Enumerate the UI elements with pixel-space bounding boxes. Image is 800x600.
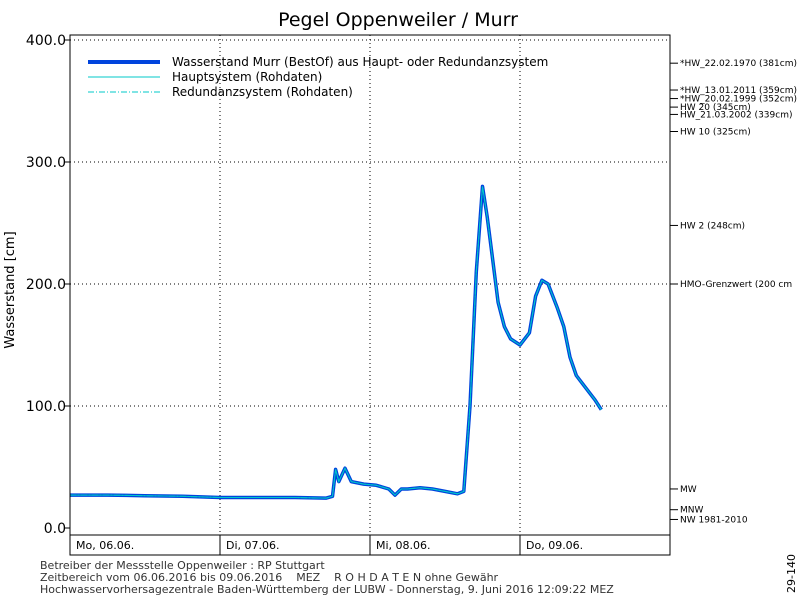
footer-operator: Betreiber der Messstelle Oppenweiler : R… xyxy=(40,559,325,572)
legend-label-bestof: Wasserstand Murr (BestOf) aus Haupt- ode… xyxy=(172,55,548,69)
x-axis-days: Mo, 06.06. Di, 07.06. Mi, 08.06. Do, 09.06. xyxy=(76,535,583,555)
ref-level-label-5: HW 10 (325cm) xyxy=(680,128,751,138)
ref-level-label-0: *HW_22.02.1970 (381cm) xyxy=(680,59,797,69)
y-axis-ticks: 0.0 100.0 200.0 300.0 400.0 xyxy=(26,33,70,537)
y-tick-label-0: 0.0 xyxy=(44,521,66,537)
y-tick-label-1: 100.0 xyxy=(26,399,66,415)
series-line-redundanzsystem xyxy=(70,186,602,499)
ref-level-label-6: HW 2 (248cm) xyxy=(680,221,745,231)
day-strip-frame xyxy=(69,534,671,556)
chart-title: Pegel Oppenweiler / Murr xyxy=(278,9,518,31)
day-label-1: Di, 07.06. xyxy=(226,539,280,552)
series-lines xyxy=(70,184,603,500)
ref-level-label-1: *HW_13.01.2011 (359cm) xyxy=(680,86,797,96)
day-label-3: Do, 09.06. xyxy=(526,539,583,552)
footer-agency: Hochwasservorhersagezentrale Baden-Württ… xyxy=(40,583,614,596)
ref-level-label-9: MNW xyxy=(680,506,703,516)
y-tick-label-2: 200.0 xyxy=(26,277,66,293)
day-label-0: Mo, 06.06. xyxy=(76,539,134,552)
ref-level-label-7: HMO-Grenzwert (200 cm xyxy=(680,280,792,290)
grid-lines xyxy=(70,35,670,535)
reference-levels: *HW_22.02.1970 (381cm) *HW_13.01.2011 (35… xyxy=(670,59,797,525)
document-id: 29-140 xyxy=(785,554,798,593)
day-label-2: Mi, 08.06. xyxy=(376,539,431,552)
y-tick-label-3: 300.0 xyxy=(26,155,66,171)
ref-level-label-4: HW_21.03.2002 (339cm) xyxy=(680,110,792,120)
y-tick-label-4: 400.0 xyxy=(26,33,66,49)
y-axis-title: Wasserstand [cm] xyxy=(3,231,18,348)
ref-level-label-8: MW xyxy=(680,485,697,495)
ref-level-label-3: HW 20 (345cm) xyxy=(680,103,751,113)
ref-level-label-2: *HW_20.02.1999 (352cm) xyxy=(680,95,797,105)
legend-label-redundanzsystem: Redundanzsystem (Rohdaten) xyxy=(172,85,353,99)
legend-label-hauptsystem: Hauptsystem (Rohdaten) xyxy=(172,70,322,84)
footer-timerange: Zeitbereich vom 06.06.2016 bis 09.06.201… xyxy=(40,571,499,584)
legend: Wasserstand Murr (BestOf) aus Haupt- ode… xyxy=(88,55,548,99)
ref-level-label-10: NW 1981-2010 xyxy=(680,515,748,525)
